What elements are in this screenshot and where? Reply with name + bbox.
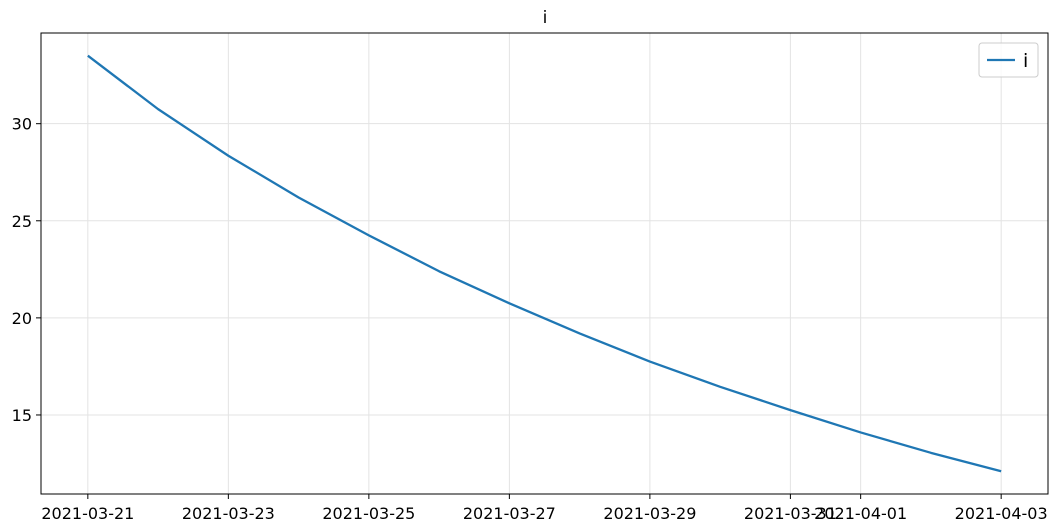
data-point: [578, 331, 582, 335]
y-tick-label: 20: [12, 309, 32, 328]
x-tick-label: 2021-03-21: [41, 504, 134, 523]
chart-title: i: [543, 8, 548, 28]
y-tick-label: 15: [12, 406, 32, 425]
y-tick-label: 25: [12, 212, 32, 231]
plot-frame: [40, 32, 1049, 495]
data-point: [437, 269, 441, 273]
data-point: [859, 430, 863, 434]
data-point: [156, 107, 160, 111]
x-axis: 2021-03-21 2021-03-23 2021-03-25 2021-03-27…: [41, 494, 1048, 523]
x-tick-label: 2021-03-23: [182, 504, 275, 523]
data-point: [718, 385, 722, 389]
data-point: [999, 469, 1003, 473]
x-tick-label: 2021-04-01: [814, 504, 907, 523]
x-tick-label: 2021-03-27: [463, 504, 556, 523]
legend: i: [978, 42, 1039, 78]
data-point: [929, 451, 933, 455]
legend-label: i: [1023, 50, 1028, 72]
x-tick-label: 2021-03-29: [603, 504, 696, 523]
data-point: [297, 195, 301, 199]
series-line-i: [87, 54, 1002, 473]
data-point: [507, 301, 511, 305]
series-layer: [86, 54, 1003, 473]
y-axis: 15 20 25 30: [12, 115, 41, 425]
x-tick-label: 2021-03-25: [322, 504, 415, 523]
data-point: [226, 154, 230, 158]
data-point: [367, 233, 371, 237]
x-tick-label: 2021-04-03: [955, 504, 1048, 523]
y-tick-label: 30: [12, 115, 32, 134]
data-point: [648, 360, 652, 364]
data-point: [788, 408, 792, 412]
grid: [41, 33, 1048, 494]
data-point: [86, 54, 90, 58]
x-tick-label: 2021-03-31: [744, 504, 837, 523]
